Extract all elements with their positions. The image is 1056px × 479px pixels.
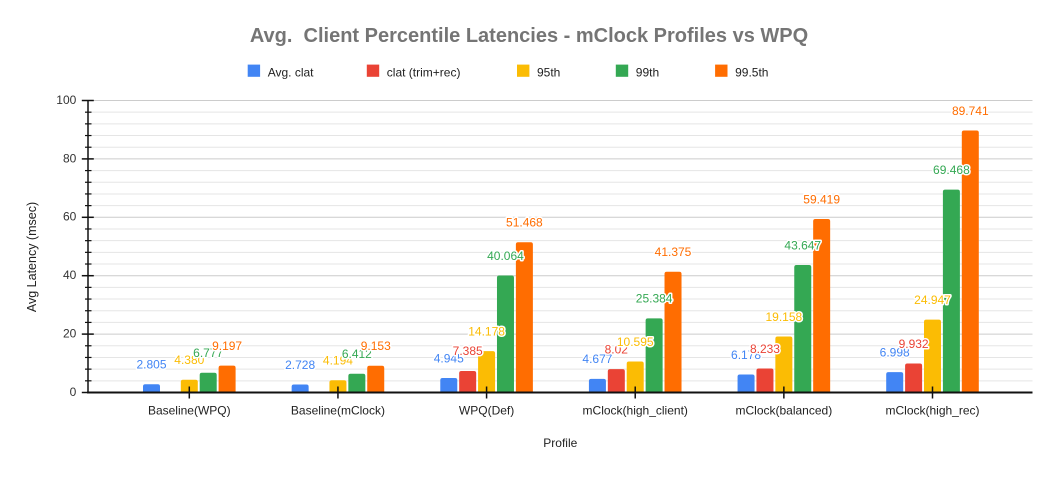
svg-text:40.064: 40.064 (487, 249, 524, 263)
svg-text:4.380: 4.380 (174, 353, 204, 367)
svg-text:mClock(high_rec): mClock(high_rec) (885, 404, 979, 418)
svg-text:9.197: 9.197 (212, 339, 242, 353)
svg-text:6.998: 6.998 (880, 345, 910, 359)
svg-text:4.677: 4.677 (582, 352, 612, 366)
svg-text:40: 40 (63, 268, 77, 282)
svg-text:6.178: 6.178 (731, 348, 761, 362)
svg-text:4.945: 4.945 (434, 351, 464, 365)
svg-text:8.233: 8.233 (750, 342, 780, 356)
svg-text:clat (trim+rec): clat (trim+rec) (387, 65, 461, 79)
svg-text:99th: 99th (636, 65, 659, 79)
svg-text:Avg Latency (msec): Avg Latency (msec) (25, 202, 39, 312)
svg-text:100: 100 (56, 93, 76, 107)
svg-text:0: 0 (70, 385, 77, 399)
svg-text:2.728: 2.728 (285, 358, 315, 372)
svg-text:WPQ(Def): WPQ(Def) (459, 404, 514, 418)
svg-text:Profile: Profile (543, 436, 577, 450)
svg-text:51.468: 51.468 (506, 216, 543, 230)
svg-text:9.153: 9.153 (361, 339, 391, 353)
svg-text:41.375: 41.375 (655, 245, 692, 259)
svg-text:8.02: 8.02 (605, 342, 629, 356)
svg-text:59.419: 59.419 (803, 192, 840, 206)
svg-text:43.647: 43.647 (784, 238, 821, 252)
svg-text:Avg. clat: Avg. clat (268, 65, 314, 79)
svg-text:4.194: 4.194 (323, 354, 353, 368)
svg-text:24.947: 24.947 (914, 293, 951, 307)
svg-text:2.805: 2.805 (136, 358, 166, 372)
svg-text:Baseline(mClock): Baseline(mClock) (291, 404, 385, 418)
svg-text:mClock(high_client): mClock(high_client) (583, 404, 688, 418)
svg-text:69.468: 69.468 (933, 163, 970, 177)
svg-text:95th: 95th (537, 65, 560, 79)
svg-text:6.412: 6.412 (342, 347, 372, 361)
svg-text:9.932: 9.932 (899, 337, 929, 351)
svg-text:6.777: 6.777 (193, 346, 223, 360)
svg-text:mClock(balanced): mClock(balanced) (736, 404, 833, 418)
svg-text:Avg. Client Percentile Latenc: Avg. Client Percentile Latencies - mCloc… (250, 25, 808, 47)
svg-text:19.158: 19.158 (766, 310, 803, 324)
svg-text:20: 20 (63, 327, 77, 341)
svg-text:80: 80 (63, 151, 77, 165)
svg-text:25.384: 25.384 (636, 292, 673, 306)
svg-text:89.741: 89.741 (952, 104, 989, 118)
svg-text:10.595: 10.595 (617, 335, 654, 349)
svg-text:99.5th: 99.5th (735, 65, 768, 79)
svg-text:14.178: 14.178 (468, 324, 505, 338)
svg-text:Baseline(WPQ): Baseline(WPQ) (148, 404, 231, 418)
svg-text:7.385: 7.385 (453, 344, 483, 358)
svg-text:60: 60 (63, 210, 77, 224)
